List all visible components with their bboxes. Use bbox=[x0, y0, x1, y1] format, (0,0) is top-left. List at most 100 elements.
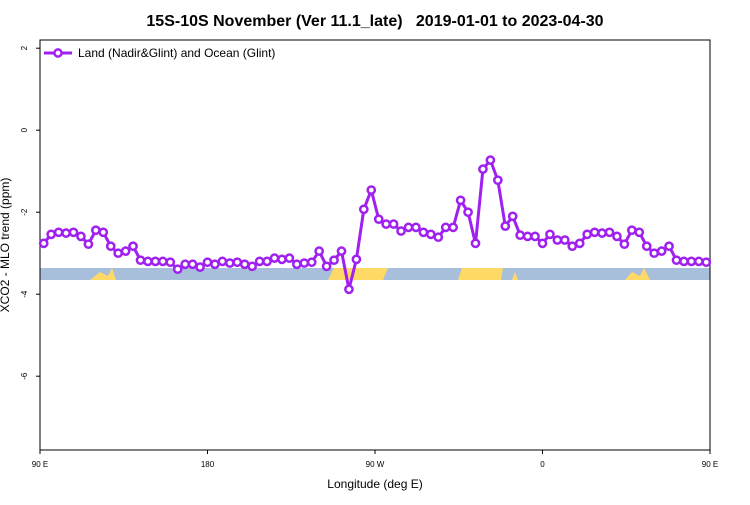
point bbox=[46, 229, 57, 240]
point bbox=[559, 235, 570, 245]
point bbox=[358, 204, 369, 215]
y-tick-label: -2 bbox=[20, 208, 29, 216]
point bbox=[619, 239, 630, 250]
point bbox=[388, 219, 399, 229]
point bbox=[656, 246, 667, 256]
point bbox=[299, 258, 310, 268]
point bbox=[582, 229, 593, 240]
point bbox=[180, 259, 191, 270]
land-strip bbox=[458, 268, 503, 280]
point bbox=[329, 255, 339, 266]
point bbox=[515, 230, 526, 241]
point bbox=[172, 264, 183, 275]
point bbox=[321, 261, 332, 272]
point bbox=[507, 211, 518, 222]
point bbox=[38, 238, 49, 249]
y-tick-label: 2 bbox=[20, 45, 29, 50]
point bbox=[128, 241, 138, 252]
point bbox=[418, 227, 429, 238]
point bbox=[641, 241, 652, 252]
y-tick-label: -4 bbox=[20, 290, 29, 298]
y-axis-label: XCO2 - MLO trend (ppm) bbox=[0, 178, 12, 313]
point bbox=[470, 238, 481, 249]
point bbox=[597, 228, 607, 238]
legend-marker bbox=[53, 48, 63, 58]
point bbox=[239, 259, 250, 270]
point bbox=[187, 259, 198, 270]
point bbox=[135, 255, 146, 266]
point bbox=[373, 214, 384, 225]
point bbox=[574, 238, 585, 249]
point bbox=[247, 261, 258, 272]
point bbox=[664, 241, 674, 252]
point bbox=[478, 164, 488, 174]
point bbox=[381, 219, 392, 229]
point bbox=[455, 195, 466, 206]
point bbox=[545, 229, 555, 240]
point bbox=[68, 227, 79, 238]
point bbox=[626, 225, 637, 236]
point bbox=[366, 185, 377, 195]
point bbox=[262, 256, 272, 267]
point bbox=[448, 222, 459, 233]
point bbox=[686, 256, 697, 267]
point bbox=[143, 256, 153, 267]
point bbox=[336, 246, 347, 256]
point bbox=[98, 227, 109, 238]
point bbox=[522, 231, 533, 242]
point bbox=[604, 227, 615, 238]
point bbox=[284, 253, 295, 263]
point bbox=[634, 227, 645, 238]
point bbox=[291, 259, 302, 270]
point bbox=[120, 246, 131, 256]
chart-title: 15S-10S November (Ver 11.1_late) 2019-01… bbox=[146, 13, 603, 30]
map-strip bbox=[40, 268, 710, 280]
x-tick-label: 90 E bbox=[702, 460, 718, 469]
point bbox=[217, 256, 228, 267]
point bbox=[671, 255, 682, 266]
point bbox=[552, 235, 563, 245]
point bbox=[105, 241, 116, 252]
y-tick-label: -6 bbox=[20, 372, 29, 380]
point bbox=[589, 227, 600, 238]
point bbox=[53, 227, 64, 238]
point bbox=[76, 231, 86, 242]
point bbox=[649, 248, 660, 259]
point bbox=[701, 257, 712, 268]
legend-label: Land (Nadir&Glint) and Ocean (Glint) bbox=[78, 46, 275, 60]
point bbox=[530, 231, 540, 242]
x-axis-label: Longitude (deg E) bbox=[327, 477, 422, 491]
point bbox=[277, 254, 287, 265]
point bbox=[485, 155, 496, 165]
point bbox=[567, 241, 578, 252]
point bbox=[83, 239, 94, 250]
point bbox=[157, 256, 168, 267]
point bbox=[202, 257, 213, 268]
point bbox=[433, 232, 444, 243]
point bbox=[232, 257, 243, 268]
point bbox=[344, 284, 354, 295]
point bbox=[61, 228, 71, 238]
point bbox=[210, 259, 220, 270]
point bbox=[396, 226, 406, 236]
point bbox=[351, 254, 362, 265]
point bbox=[679, 256, 689, 267]
x-tick-label: 90 E bbox=[32, 460, 48, 469]
point bbox=[314, 246, 325, 256]
land-strip bbox=[625, 268, 650, 280]
x-tick-label: 180 bbox=[201, 460, 215, 469]
point bbox=[612, 231, 622, 242]
point bbox=[90, 225, 101, 236]
point bbox=[165, 257, 176, 268]
point bbox=[403, 222, 414, 233]
x-tick-label: 90 W bbox=[366, 460, 385, 469]
point bbox=[306, 257, 317, 268]
land-strip bbox=[328, 268, 388, 280]
point bbox=[693, 256, 704, 267]
land-strip bbox=[90, 268, 116, 280]
point bbox=[537, 238, 548, 249]
x-tick-label: 0 bbox=[540, 460, 545, 469]
point bbox=[463, 207, 473, 218]
land-strip bbox=[512, 272, 518, 280]
